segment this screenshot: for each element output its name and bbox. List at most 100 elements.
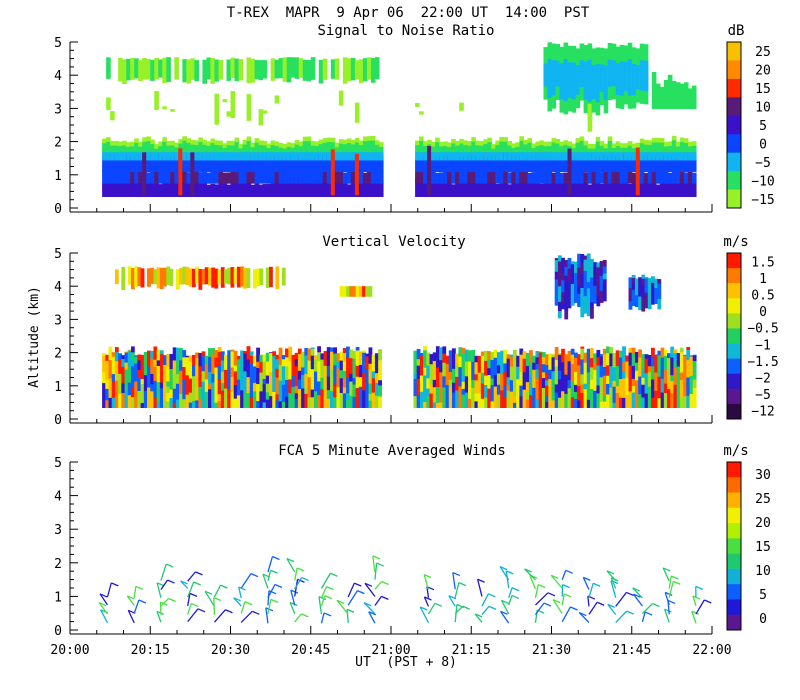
vv-cell [634, 351, 639, 363]
snr-cell [110, 141, 115, 146]
snr-cell [683, 138, 689, 143]
vv-cell [679, 379, 684, 398]
snr-cell [691, 85, 697, 109]
snr-cell [238, 143, 244, 149]
snr-cell [539, 168, 545, 184]
wind-barb-flag [458, 582, 467, 587]
vv-cell [159, 381, 164, 389]
wind-barb-flag [673, 580, 681, 585]
snr-cell [366, 150, 372, 161]
vv-cell [493, 357, 498, 375]
snr-cell [182, 140, 187, 153]
snr-cell [639, 60, 645, 91]
vv-cell [262, 401, 267, 408]
vv-cell [628, 352, 633, 366]
snr-cell [322, 169, 328, 184]
vv-cell [140, 402, 145, 408]
vv-cell [243, 353, 248, 372]
wind-barb-flag [667, 599, 676, 605]
vv-cell [288, 378, 293, 394]
snr-cell [667, 155, 673, 173]
vv-cell [679, 347, 684, 353]
vv-cell [336, 361, 341, 369]
wind-barb-flag [543, 602, 552, 607]
vv-cell [272, 355, 277, 375]
vv-cell [455, 376, 460, 391]
snr-cell [142, 152, 147, 196]
colorbar-frame [726, 252, 742, 420]
snr-cell [342, 148, 348, 161]
vv-cell [590, 301, 594, 308]
wind-barb [187, 581, 195, 598]
wind-barb [187, 571, 196, 582]
wind-barb-flag [197, 608, 206, 613]
snr-cell [651, 71, 657, 109]
snr-cell [306, 136, 312, 142]
wind-barb-flag [297, 578, 305, 583]
vv-cell [599, 275, 604, 291]
vv-cell [256, 361, 260, 368]
snr-cell [659, 151, 665, 161]
wind-barb [534, 584, 539, 598]
snr-cell [487, 148, 492, 161]
vv-cell [583, 362, 588, 384]
wind-barb [374, 581, 383, 590]
vv-cell [487, 374, 492, 389]
vv-cell [593, 353, 598, 364]
vv-cell [644, 354, 649, 359]
snr-cell [250, 153, 256, 173]
vv-cell [121, 366, 126, 384]
snr-cell [242, 150, 248, 161]
altitude-axis-label: Altitude (km) [27, 286, 42, 388]
snr-cell [282, 151, 288, 161]
vv-cell [586, 383, 591, 400]
vv-cell [166, 392, 171, 402]
snr-cell [286, 146, 292, 153]
vv-cell [512, 357, 517, 379]
snr-cell [174, 148, 179, 161]
snr-cell [274, 179, 280, 197]
snr-cell [615, 168, 621, 184]
snr-cell [106, 141, 111, 153]
vv-cell [416, 365, 421, 379]
snr-cell [126, 154, 131, 173]
snr-cell [286, 182, 292, 197]
snr-cell [378, 151, 384, 161]
snr-cell [194, 180, 199, 197]
snr-cell [503, 182, 508, 197]
vv-cell [134, 355, 139, 357]
snr-cell [314, 148, 320, 161]
snr-cell [519, 150, 525, 161]
vv-cell [249, 351, 254, 356]
snr-cell [475, 180, 480, 197]
vv-cell [121, 382, 126, 394]
vv-cell [641, 354, 646, 370]
vv-cell [631, 277, 636, 284]
snr-cell [679, 137, 685, 143]
vv-cell [551, 356, 556, 372]
snr-cell [130, 156, 135, 173]
vv-cell [660, 347, 665, 358]
vv-cell [310, 396, 315, 408]
vv-cell [602, 348, 607, 355]
wind-barb [663, 608, 670, 623]
vv-cell [233, 370, 238, 386]
vv-cell [252, 365, 257, 374]
snr-cell [254, 148, 260, 161]
vv-cell [487, 351, 492, 360]
vv-cell [339, 359, 344, 371]
y-tick-label: 3 [54, 523, 62, 538]
wind-barb [106, 582, 112, 598]
vv-cell [554, 291, 559, 306]
vv-cell [310, 368, 315, 377]
snr-cell [643, 180, 649, 197]
snr-cell [318, 59, 324, 84]
vv-cell [163, 355, 167, 365]
snr-cell [122, 168, 127, 184]
y-tick-label: 4 [54, 280, 62, 295]
snr-cell [631, 143, 637, 149]
snr-cell [447, 150, 452, 161]
wind-barb [610, 577, 617, 589]
snr-cell [322, 138, 328, 143]
colorbar-swatch [727, 189, 741, 209]
